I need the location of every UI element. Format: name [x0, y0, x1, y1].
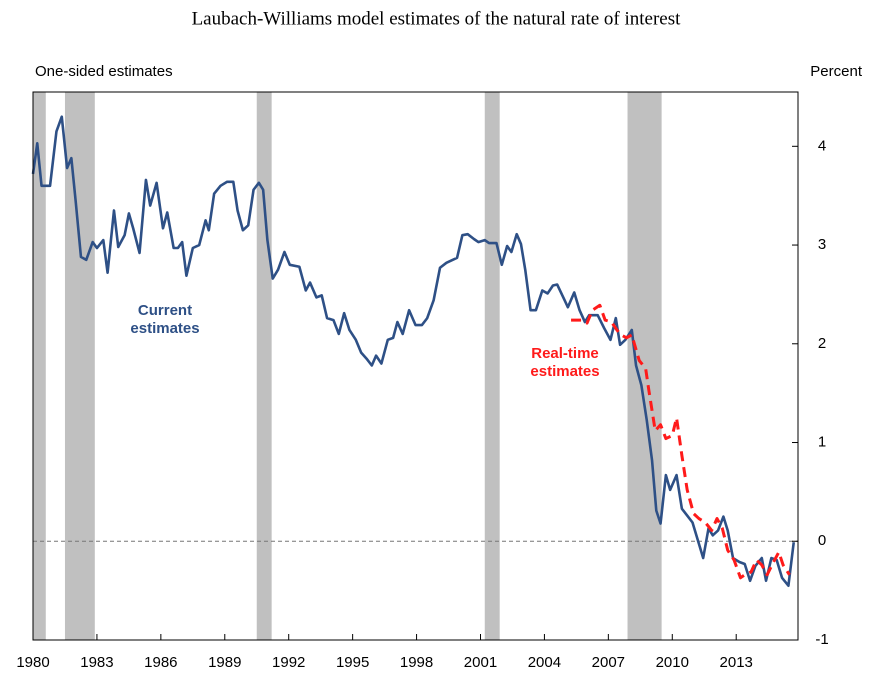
- x-tick-label: 1992: [272, 654, 305, 671]
- x-tick-label: 2001: [464, 654, 497, 671]
- y-axis-label: Percent: [810, 63, 863, 80]
- y-tick-label: -1: [815, 631, 828, 648]
- recession-band: [256, 92, 272, 640]
- x-tick-label: 1986: [144, 654, 177, 671]
- x-tick-label: 1989: [208, 654, 241, 671]
- recession-band: [64, 92, 95, 640]
- series-label: Real-time estimates: [530, 345, 600, 380]
- series-line: [571, 303, 791, 580]
- x-tick-label: 2013: [720, 654, 753, 671]
- x-tick-label: 2010: [656, 654, 689, 671]
- chart-subtitle: One-sided estimates: [35, 63, 173, 80]
- series-line: [31, 115, 796, 587]
- y-tick-label: 0: [818, 532, 826, 549]
- plot-frame: [32, 91, 799, 641]
- recession-band: [484, 92, 500, 640]
- x-tick-label: 1980: [16, 654, 49, 671]
- chart-title: Laubach-Williams model estimates of the …: [192, 8, 682, 29]
- recession-band: [627, 92, 662, 640]
- x-tick-label: 1998: [400, 654, 433, 671]
- y-tick-label: 4: [818, 137, 826, 154]
- x-tick-label: 2007: [592, 654, 625, 671]
- y-tick-label: 2: [818, 335, 826, 352]
- series-label: Current estimates: [130, 302, 200, 337]
- y-tick-label: 3: [818, 236, 826, 253]
- x-tick-label: 2004: [528, 654, 561, 671]
- x-tick-label: 1983: [80, 654, 113, 671]
- recession-band: [33, 92, 46, 640]
- y-tick-label: 1: [818, 433, 826, 450]
- x-tick-label: 1995: [336, 654, 369, 671]
